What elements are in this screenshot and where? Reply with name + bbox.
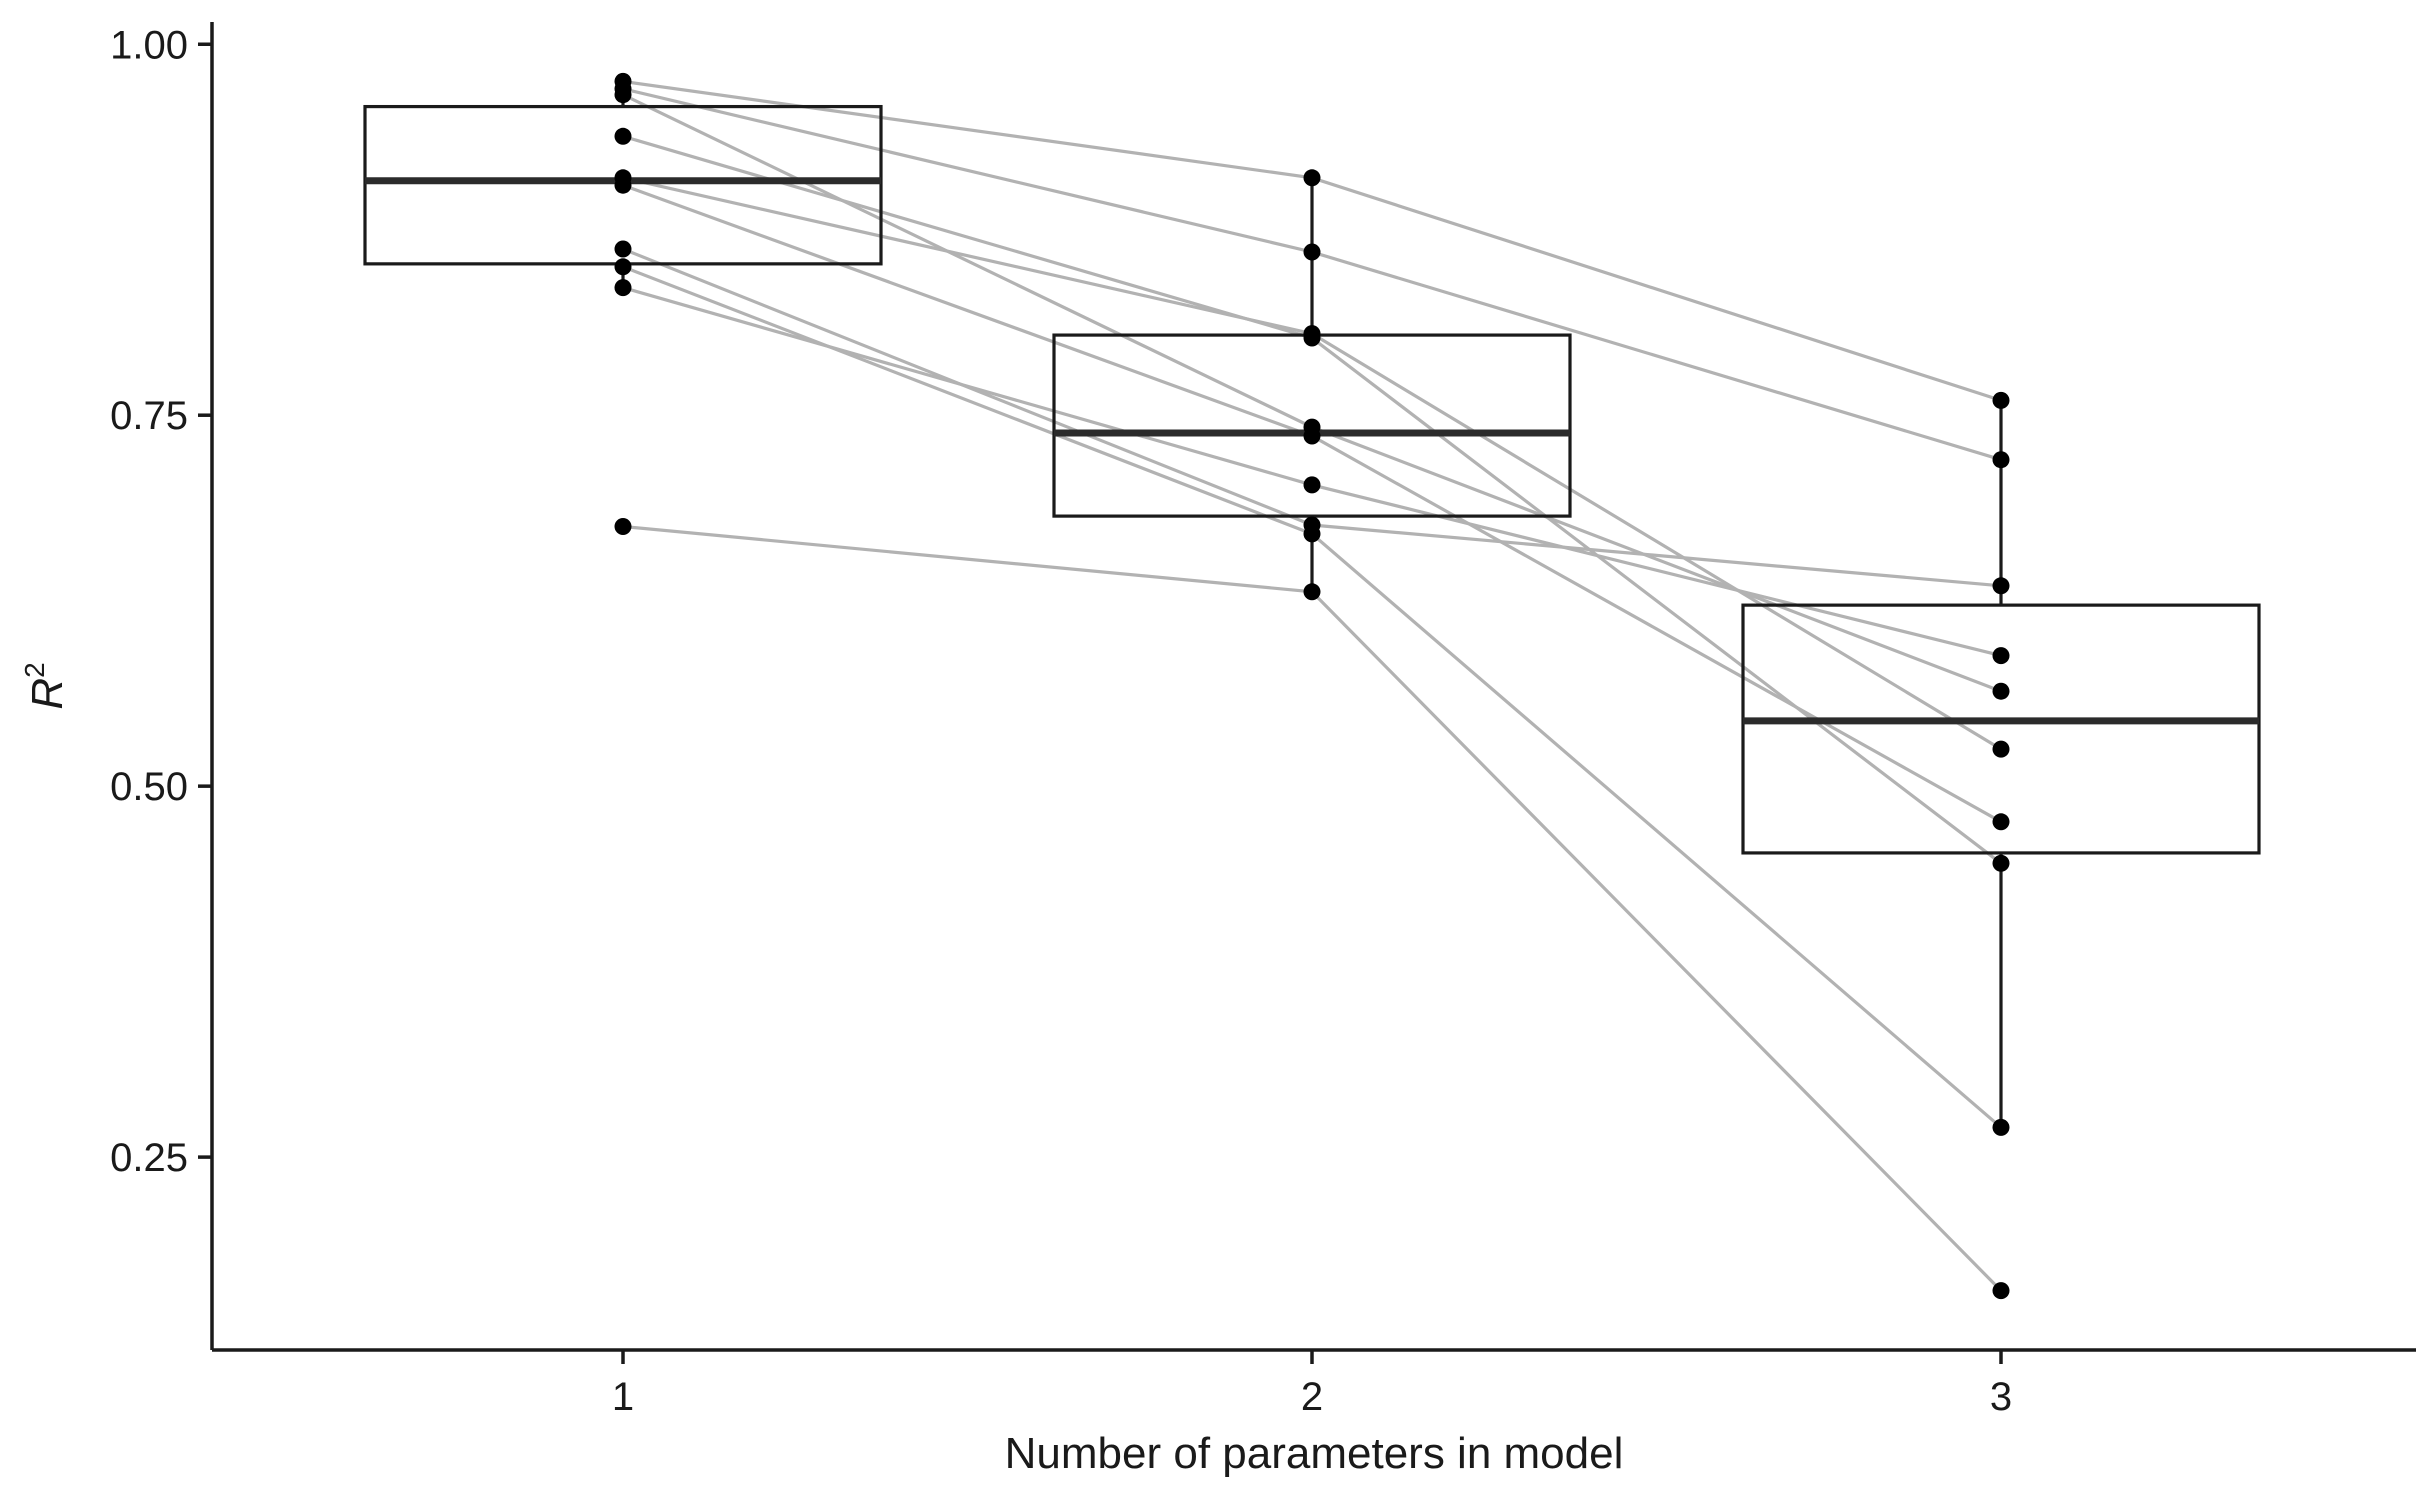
subject-line-10 <box>622 524 2003 1292</box>
axes-layer <box>210 22 2416 1352</box>
point-s9-x3 <box>1992 647 2010 665</box>
point-s1-x3 <box>1992 391 2010 409</box>
y-tick-label-1: 0.25 <box>110 1136 188 1180</box>
y-axis-title: R2 <box>19 662 72 709</box>
y-axis-title-base: R <box>23 678 72 710</box>
point-s7-x3 <box>1992 577 2010 595</box>
point-s6-x2 <box>1303 427 1321 445</box>
point-s4-x3 <box>1992 854 2010 872</box>
point-s6-x1 <box>614 176 632 194</box>
point-s8-x1 <box>614 258 632 276</box>
x-ticks-layer: 1 2 3 <box>612 1350 2012 1419</box>
point-s2-x2 <box>1303 243 1321 261</box>
point-s4-x1 <box>614 127 632 145</box>
y-ticks-layer: 0.25 0.50 0.75 1.00 <box>110 23 212 1180</box>
point-s2-x3 <box>1992 451 2010 469</box>
points-layer <box>614 72 2010 1300</box>
point-s6-x3 <box>1992 813 2010 831</box>
point-s9-x2 <box>1303 476 1321 494</box>
point-s8-x2 <box>1303 525 1321 543</box>
y-tick-label-3: 0.75 <box>110 394 188 438</box>
point-s1-x2 <box>1303 169 1321 187</box>
y-axis-title-superscript: 2 <box>19 662 50 678</box>
point-s7-x1 <box>614 240 632 258</box>
point-s3-x1 <box>614 86 632 104</box>
x-tick-label-2: 2 <box>1301 1375 1323 1419</box>
point-s5-x2 <box>1303 325 1321 343</box>
point-s3-x3 <box>1992 682 2010 700</box>
point-s10-x2 <box>1303 583 1321 601</box>
x-tick-label-1: 1 <box>612 1375 634 1419</box>
box-3 <box>1741 603 2261 855</box>
y-tick-label-4: 1.00 <box>110 23 188 67</box>
point-s9-x1 <box>614 279 632 297</box>
point-s10-x3 <box>1992 1282 2010 1300</box>
point-s5-x3 <box>1992 740 2010 758</box>
boxes-layer <box>363 81 2261 1128</box>
point-s8-x3 <box>1992 1118 2010 1136</box>
point-s10-x1 <box>614 518 632 535</box>
y-tick-label-2: 0.50 <box>110 765 188 809</box>
x-tick-label-3: 3 <box>1990 1375 2012 1419</box>
x-axis-title: Number of parameters in model <box>1005 1429 1624 1478</box>
